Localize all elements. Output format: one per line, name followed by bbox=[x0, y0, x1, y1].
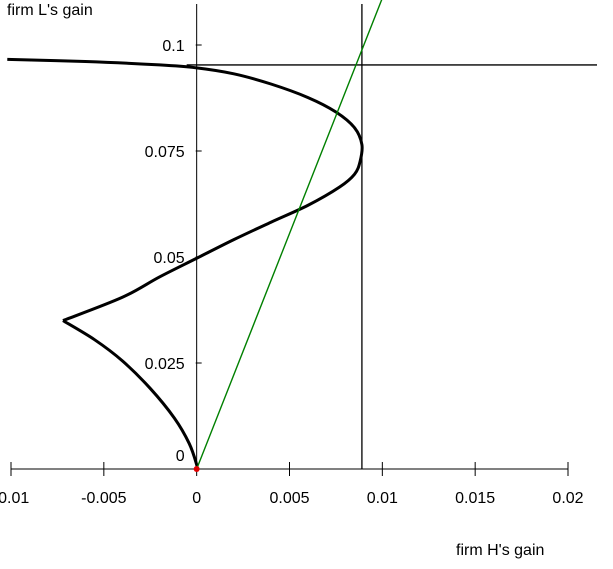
guide-lines bbox=[186, 4, 597, 469]
y-tick-label: 0 bbox=[176, 448, 185, 465]
series-group bbox=[7, 0, 383, 470]
x-tick-label: 0.02 bbox=[552, 490, 583, 507]
points bbox=[193, 466, 200, 472]
x-axis-label: firm H's gain bbox=[456, 542, 544, 559]
green-line bbox=[196, 0, 383, 470]
origin-point bbox=[193, 466, 200, 472]
x-tick-label: 0.015 bbox=[455, 490, 495, 507]
x-tick-label: 0.005 bbox=[269, 490, 309, 507]
axes bbox=[10, 4, 569, 476]
x-tick-label: -0.01 bbox=[0, 490, 29, 507]
curve-upper-segment bbox=[7, 57, 364, 322]
y-tick-label: 0.025 bbox=[145, 356, 185, 373]
x-tick-label: -0.005 bbox=[81, 490, 126, 507]
y-tick-label: 0.05 bbox=[154, 250, 185, 267]
y-tick-label: 0.075 bbox=[145, 144, 185, 161]
y-tick-label: 0.1 bbox=[162, 38, 184, 55]
curve-lower-segment bbox=[62, 319, 199, 470]
y-axis-label: firm L's gain bbox=[7, 2, 93, 19]
x-tick-label: 0 bbox=[192, 490, 201, 507]
x-tick-label: 0.01 bbox=[367, 490, 398, 507]
tick-labels: -0.01 -0.005 0 0.005 0.01 0.015 0.02 0 0.025 0.05… bbox=[0, 38, 584, 507]
